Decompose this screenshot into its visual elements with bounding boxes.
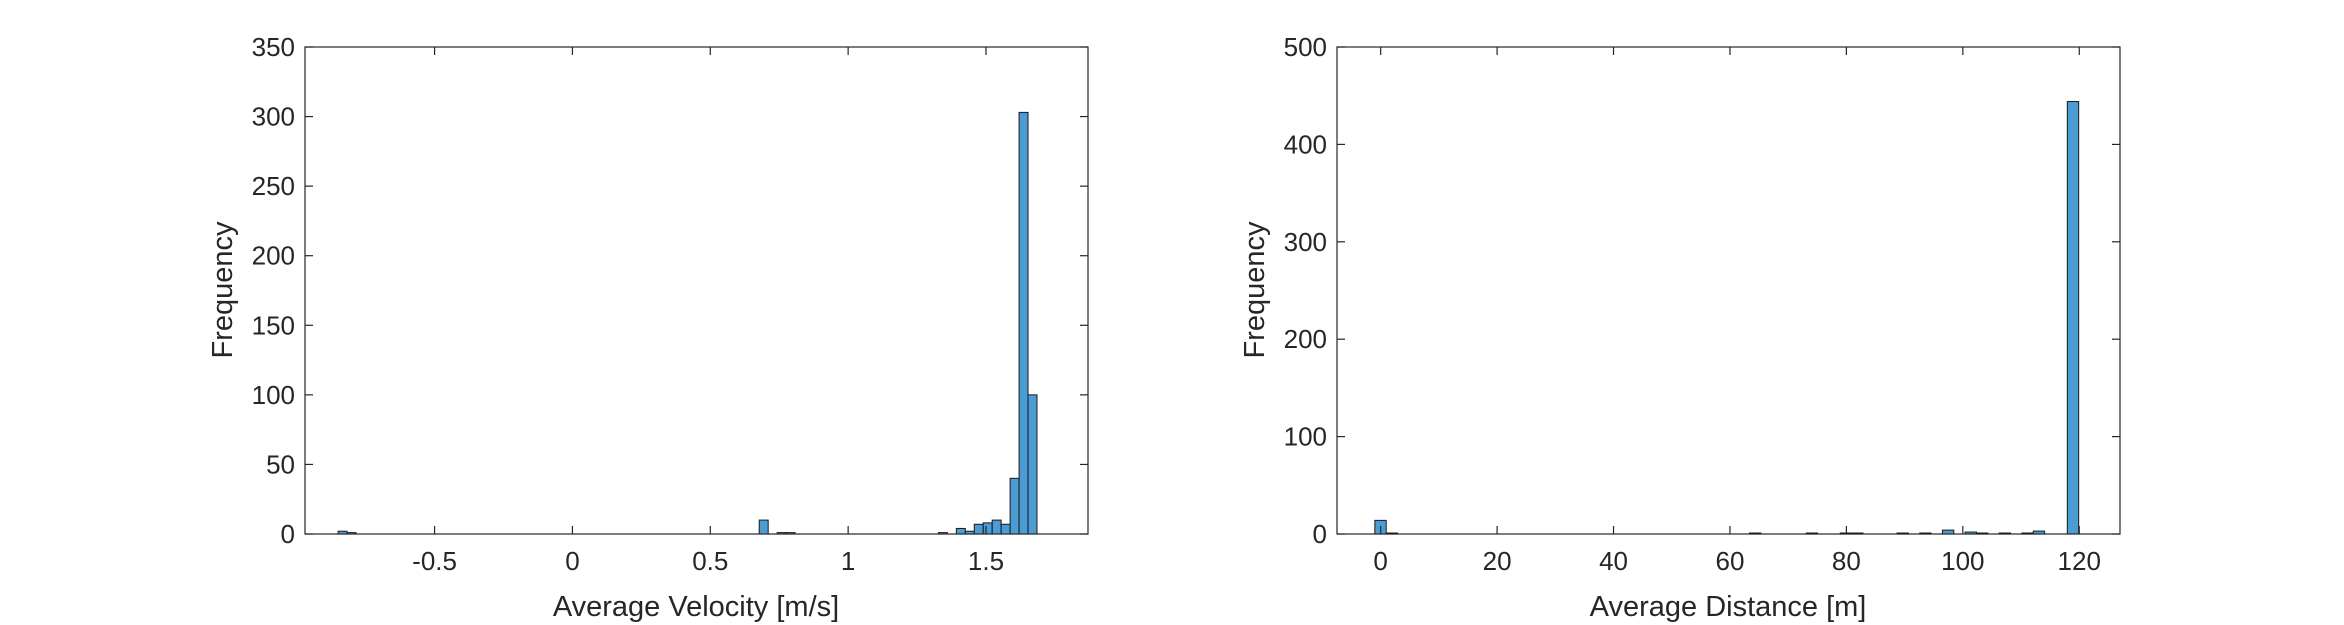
velocity-xlabel: Average Velocity [m/s] <box>553 591 839 623</box>
velocity-bar <box>1000 523 1011 535</box>
distance-ytick-label: 300 <box>1284 227 1327 257</box>
velocity-xtick-label: 0 <box>565 546 579 576</box>
distance-xtick-label: 0 <box>1373 546 1387 576</box>
velocity-bar <box>937 532 948 535</box>
distance-xtick-label: 60 <box>1715 546 1744 576</box>
distance-ylabel: Frequency <box>1239 221 1271 359</box>
velocity-ytick-label: 250 <box>252 171 295 201</box>
velocity-bar <box>337 530 348 535</box>
distance-bar <box>2021 532 2034 535</box>
distance-ytick-label: 100 <box>1284 422 1327 452</box>
distance-plot-area <box>1336 46 2121 535</box>
distance-bar <box>1964 531 1977 535</box>
distance-bar <box>1941 529 1955 535</box>
distance-bar <box>1975 532 1989 535</box>
velocity-ylabel: Frequency <box>207 221 239 359</box>
velocity-xtick-label: 1.5 <box>968 546 1004 576</box>
distance-bar <box>1896 532 1909 535</box>
velocity-bar <box>346 532 357 535</box>
velocity-bar <box>1018 111 1029 535</box>
distance-xtick-label: 20 <box>1483 546 1512 576</box>
velocity-bar <box>982 522 993 535</box>
velocity-histogram-panel: -0.5 0 0.5 1 1.5 0 50 100 150 200 250 300 350 Averag… <box>207 32 1089 623</box>
distance-bar <box>1851 532 1864 535</box>
velocity-axis-ticks: -0.5 0 0.5 1 1.5 0 50 100 150 200 250 300 350 <box>252 32 1088 576</box>
velocity-plot-area <box>304 46 1089 535</box>
distance-xtick-label: 40 <box>1599 546 1628 576</box>
velocity-xtick-label: 0.5 <box>692 546 728 576</box>
distance-bar <box>1998 532 2012 535</box>
distance-ytick-label: 400 <box>1284 129 1327 159</box>
distance-xlabel: Average Distance [m] <box>1590 591 1867 623</box>
distance-bar <box>1919 532 1932 535</box>
distance-axis-ticks: 0 20 40 60 80 100 120 0 100 200 300 400 500 <box>1284 32 2120 576</box>
velocity-xtick-label: 1 <box>841 546 855 576</box>
distance-ytick-label: 0 <box>1313 519 1327 549</box>
distance-histogram-panel: 0 20 40 60 80 100 120 0 100 200 300 400 500 Average … <box>1239 32 2121 623</box>
velocity-bar <box>955 527 966 535</box>
velocity-bar <box>776 532 787 535</box>
distance-xtick-label: 120 <box>2058 546 2101 576</box>
distance-bar <box>2032 530 2046 535</box>
velocity-bar <box>1027 394 1038 535</box>
velocity-bar <box>964 530 975 535</box>
distance-bar <box>1748 532 1762 535</box>
velocity-bar <box>973 523 984 535</box>
distance-bar <box>1805 532 1819 535</box>
velocity-bars <box>337 111 1038 535</box>
velocity-bar <box>785 532 796 535</box>
velocity-ytick-label: 200 <box>252 241 295 271</box>
velocity-bar <box>991 519 1002 535</box>
velocity-bar <box>1009 477 1020 535</box>
velocity-ytick-label: 100 <box>252 380 295 410</box>
distance-bar <box>1385 532 1399 535</box>
velocity-xtick-label: -0.5 <box>412 546 457 576</box>
distance-xtick-label: 80 <box>1832 546 1861 576</box>
velocity-ytick-label: 50 <box>266 449 295 479</box>
distance-ytick-label: 200 <box>1284 324 1327 354</box>
distance-bar <box>2066 101 2080 535</box>
distance-xtick-label: 100 <box>1941 546 1984 576</box>
velocity-ytick-label: 350 <box>252 32 295 62</box>
velocity-ytick-label: 150 <box>252 310 295 340</box>
velocity-ytick-label: 0 <box>281 519 295 549</box>
velocity-bar <box>758 519 769 535</box>
velocity-ytick-label: 300 <box>252 102 295 132</box>
distance-ytick-label: 500 <box>1284 32 1327 62</box>
